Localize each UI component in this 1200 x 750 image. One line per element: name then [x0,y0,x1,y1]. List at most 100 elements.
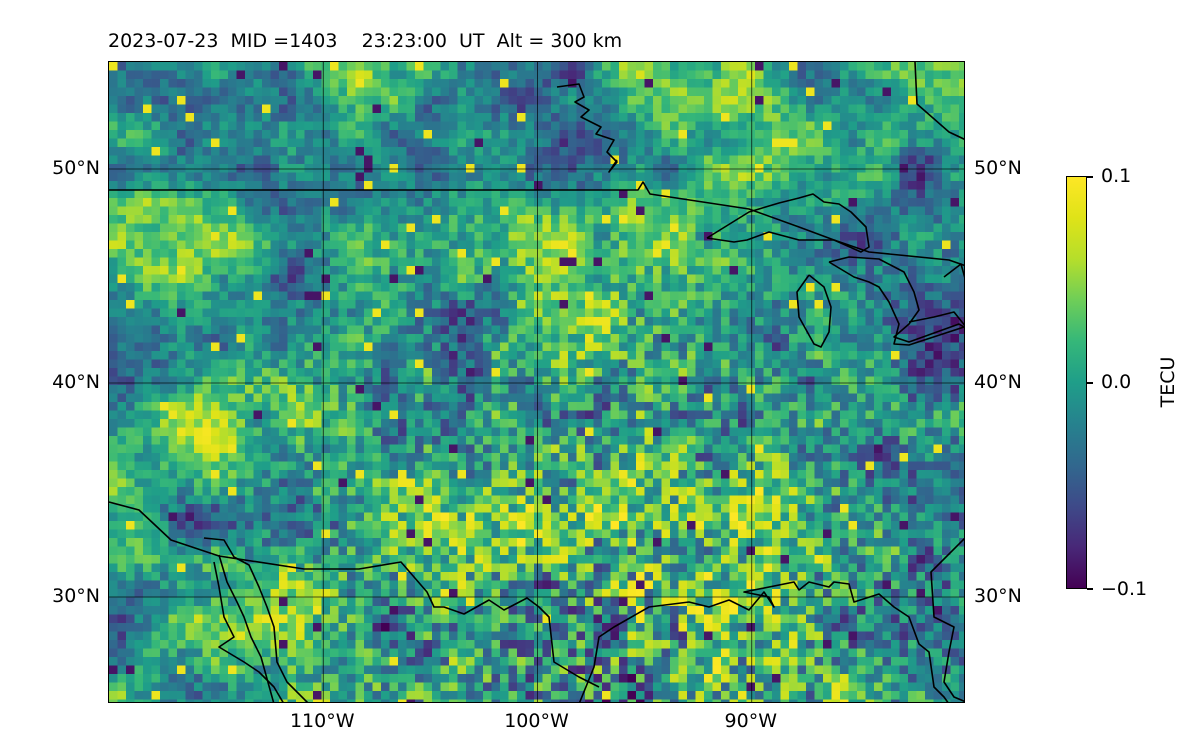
tec-cell [661,70,671,80]
tec-cell [398,104,408,114]
tec-cell [602,257,612,267]
tec-cell [364,206,374,216]
tec-cell [364,130,374,140]
tec-cell [823,113,833,123]
tec-cell [678,96,688,106]
tec-cell [381,461,391,471]
tec-cell [585,79,595,89]
tec-cell [381,189,391,199]
tec-cell [457,240,467,250]
tec-cell [746,444,756,454]
tec-cell [168,359,178,369]
tec-cell [406,249,416,259]
tec-cell [313,478,323,488]
tec-cell [126,291,136,301]
tec-cell [270,215,280,225]
tec-cell [670,436,680,446]
tec-cell [933,300,943,310]
tec-cell [236,130,246,140]
tec-cell [797,70,807,80]
tec-cell [568,470,578,480]
tec-cell [287,427,297,437]
tec-cell [389,138,399,148]
tec-cell [576,155,586,165]
tec-cell [143,79,153,89]
tec-cell [559,87,569,97]
tec-cell [160,325,170,335]
tec-cell [168,62,178,72]
tec-cell [559,70,569,80]
tec-cell [848,104,858,114]
tec-cell [457,351,467,361]
tec-cell [925,189,935,199]
tec-cell [772,436,782,446]
tec-cell [270,266,280,276]
tec-cell [517,419,527,429]
tec-cell [653,249,663,259]
tec-cell [670,470,680,480]
tec-cell [491,189,501,199]
tec-cell [602,300,612,310]
tec-cell [194,478,204,488]
tec-cell [457,376,467,386]
tec-cell [338,470,348,480]
tec-cell [245,444,255,454]
tec-cell [517,155,527,165]
tec-cell [389,308,399,318]
tec-cell [262,308,272,318]
tec-cell [874,317,884,327]
tec-cell [330,62,340,72]
tec-cell [789,147,799,157]
tec-cell [372,317,382,327]
tec-cell [194,62,204,72]
tec-cell [865,223,875,233]
tec-cell [457,274,467,284]
tec-cell [313,113,323,123]
tec-cell [143,249,153,259]
tec-cell [644,368,654,378]
tec-cell [627,325,637,335]
tec-cell [372,402,382,412]
tec-cell [874,453,884,463]
tec-cell [840,461,850,471]
tec-cell [338,393,348,403]
tec-cell [398,113,408,123]
tec-cell [287,232,297,242]
tec-cell [695,172,705,182]
tec-cell [381,376,391,386]
tec-cell [279,104,289,114]
tec-cell [517,393,527,403]
tec-cell [415,121,425,131]
tec-cell [721,147,731,157]
tec-cell [500,470,510,480]
tec-cell [508,470,518,480]
tec-cell [253,113,263,123]
tec-cell [806,198,816,208]
tec-cell [687,138,697,148]
tec-cell [576,198,586,208]
tec-cell [440,87,450,97]
tec-cell [942,96,952,106]
tec-cell [653,130,663,140]
tec-cell [636,274,646,284]
tec-cell [381,393,391,403]
tec-cell [610,79,620,89]
tec-cell [585,317,595,327]
tec-cell [610,147,620,157]
tec-cell [406,317,416,327]
tec-cell [117,249,127,259]
tec-cell [330,232,340,242]
tec-cell [882,436,892,446]
tec-cell [194,249,204,259]
tec-cell [168,453,178,463]
tec-cell [109,138,119,148]
tec-cell [338,181,348,191]
tec-cell [661,257,671,267]
tec-cell [729,266,739,276]
tec-cell [270,368,280,378]
tec-cell [160,232,170,242]
tec-cell [695,189,705,199]
tec-map[interactable] [108,61,965,703]
tec-cell [670,172,680,182]
tec-cell [619,359,629,369]
